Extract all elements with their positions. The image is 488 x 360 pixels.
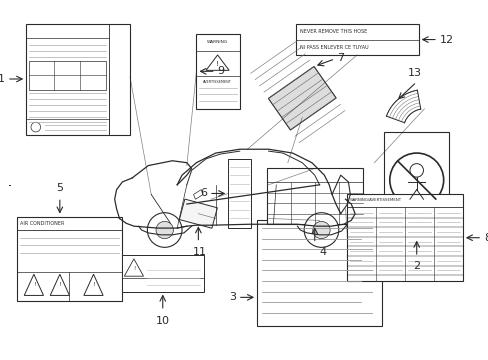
Text: 12: 12: [439, 35, 453, 45]
Circle shape: [389, 153, 443, 207]
Text: 5: 5: [56, 183, 63, 193]
Text: 13: 13: [407, 68, 421, 78]
Text: 8: 8: [483, 233, 488, 243]
Text: !: !: [59, 282, 61, 287]
Text: !: !: [133, 266, 135, 271]
Text: !: !: [216, 60, 219, 67]
Text: 3: 3: [228, 292, 235, 302]
Text: !: !: [33, 282, 35, 287]
Text: 4: 4: [319, 247, 326, 257]
Text: 2: 2: [412, 261, 419, 271]
Bar: [383, 132, 448, 238]
Text: AVERTISSEMENT: AVERTISSEMENT: [203, 80, 232, 84]
Circle shape: [147, 213, 182, 247]
Bar: [26, 24, 130, 135]
Bar: [29, 61, 106, 90]
Bar: [295, 24, 418, 55]
Text: WARNING: WARNING: [206, 40, 228, 44]
Text: 10: 10: [156, 316, 169, 326]
Text: 7: 7: [336, 53, 344, 63]
Circle shape: [31, 122, 41, 132]
Bar: [257, 220, 381, 326]
Polygon shape: [268, 67, 335, 130]
Bar: [17, 217, 122, 301]
Circle shape: [312, 221, 329, 239]
Text: WARNING/AVERTISSEMENT: WARNING/AVERTISSEMENT: [349, 198, 402, 202]
Text: NI PASS ENLEVER CE TUYAU: NI PASS ENLEVER CE TUYAU: [300, 45, 368, 50]
Bar: [266, 168, 362, 224]
Bar: [347, 194, 462, 281]
Circle shape: [156, 221, 173, 239]
Text: 1: 1: [0, 74, 5, 84]
Text: AIR CONDITIONER: AIR CONDITIONER: [20, 221, 64, 226]
Bar: [228, 159, 251, 228]
Text: 11: 11: [193, 247, 207, 257]
Bar: [122, 255, 203, 292]
Polygon shape: [193, 190, 203, 199]
Text: 9: 9: [217, 66, 224, 76]
Polygon shape: [179, 199, 217, 228]
Text: 6: 6: [200, 189, 206, 198]
Text: NEVER REMOVE THIS HOSE: NEVER REMOVE THIS HOSE: [300, 30, 367, 34]
Circle shape: [409, 164, 423, 177]
Bar: [196, 34, 239, 109]
Text: !: !: [92, 282, 95, 287]
Circle shape: [304, 213, 338, 247]
